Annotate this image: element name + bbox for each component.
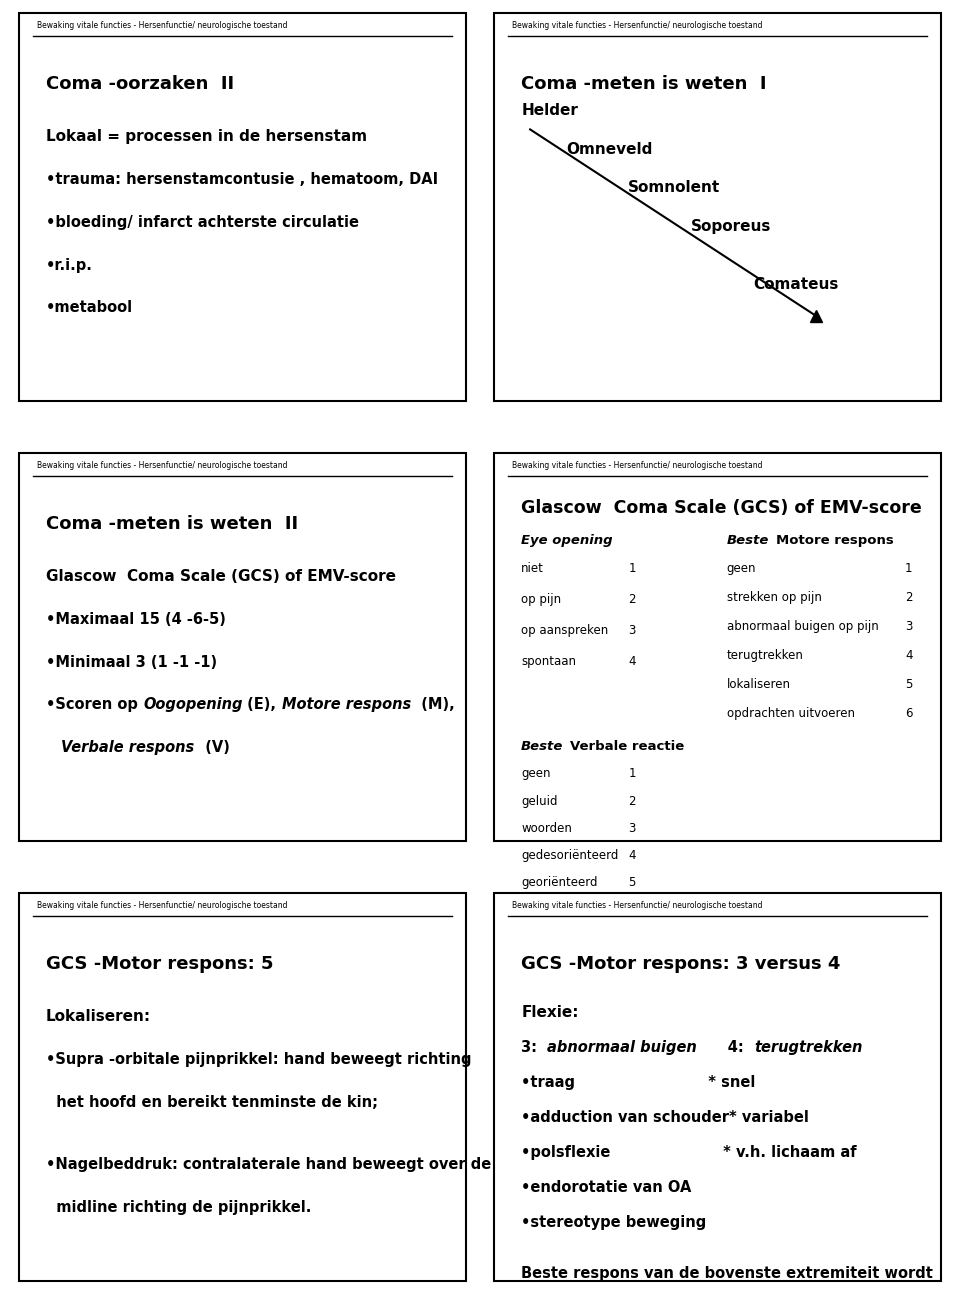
Text: 5: 5 [905,678,912,691]
Text: 2: 2 [628,593,636,606]
Text: terugtrekken: terugtrekken [727,650,804,663]
Text: strekken op pijn: strekken op pijn [727,590,822,604]
Text: geluid: geluid [521,795,558,807]
Text: Bewaking vitale functies - Hersenfunctie/ neurologische toestand: Bewaking vitale functies - Hersenfunctie… [37,22,288,31]
Text: niet: niet [521,562,544,575]
Text: •bloeding/ infarct achterste circulatie: •bloeding/ infarct achterste circulatie [46,215,359,230]
Text: •trauma: hersenstamcontusie , hematoom, DAI: •trauma: hersenstamcontusie , hematoom, … [46,172,438,188]
FancyBboxPatch shape [19,13,466,401]
Text: het hoofd en bereikt tenminste de kin;: het hoofd en bereikt tenminste de kin; [46,1095,378,1110]
Text: GCS -Motor respons: 5: GCS -Motor respons: 5 [46,955,274,973]
Text: Somnolent: Somnolent [628,180,721,195]
Text: 6: 6 [905,707,913,721]
Text: Soporeus: Soporeus [691,219,771,234]
Text: •adduction van schouder* variabel: •adduction van schouder* variabel [521,1110,809,1126]
Text: Verbale respons: Verbale respons [61,740,195,756]
FancyBboxPatch shape [494,13,941,401]
Text: Lokaal = processen in de hersenstam: Lokaal = processen in de hersenstam [46,129,367,145]
Text: •metabool: •metabool [46,300,133,316]
Text: 1: 1 [905,562,913,575]
Text: •endorotatie van OA: •endorotatie van OA [521,1180,691,1196]
Text: •traag                          * snel: •traag * snel [521,1075,756,1091]
Text: gedesoriënteerd: gedesoriënteerd [521,849,618,862]
Text: op pijn: op pijn [521,593,562,606]
Text: woorden: woorden [521,822,572,835]
FancyBboxPatch shape [494,453,941,841]
Text: 2: 2 [628,795,636,807]
Text: Lokaliseren:: Lokaliseren: [46,1009,151,1025]
Text: 4: 4 [628,655,636,668]
Text: 4: 4 [905,650,913,663]
Text: Oogopening: Oogopening [143,697,243,713]
Text: Coma -meten is weten  II: Coma -meten is weten II [46,515,299,533]
Text: Helder: Helder [521,102,578,118]
Text: •stereotype beweging: •stereotype beweging [521,1215,707,1231]
Text: op aanspreken: op aanspreken [521,624,609,637]
Text: (M),: (M), [411,697,455,713]
FancyBboxPatch shape [494,893,941,1281]
Text: geen: geen [727,562,756,575]
Text: 3: 3 [628,822,636,835]
Text: Motore respons: Motore respons [776,534,894,547]
Text: •Scoren op: •Scoren op [46,697,143,713]
Text: 3: 3 [905,620,912,633]
Text: GCS -Motor respons: 3 versus 4: GCS -Motor respons: 3 versus 4 [521,955,841,973]
Text: Glascow  Coma Scale (GCS) of EMV-score: Glascow Coma Scale (GCS) of EMV-score [46,569,396,585]
Text: abnormaal buigen op pijn: abnormaal buigen op pijn [727,620,878,633]
Text: •r.i.p.: •r.i.p. [46,258,93,273]
Text: Bewaking vitale functies - Hersenfunctie/ neurologische toestand: Bewaking vitale functies - Hersenfunctie… [513,902,763,911]
Text: 4: 4 [628,849,636,862]
Text: Motore respons: Motore respons [281,697,411,713]
Text: 1: 1 [628,767,636,780]
Text: •Supra -orbitale pijnprikkel: hand beweegt richting: •Supra -orbitale pijnprikkel: hand bewee… [46,1052,471,1068]
Text: 3: 3 [628,624,636,637]
Text: Bewaking vitale functies - Hersenfunctie/ neurologische toestand: Bewaking vitale functies - Hersenfunctie… [37,902,288,911]
Text: 4:: 4: [697,1040,755,1056]
Text: Comateus: Comateus [754,277,839,292]
Text: Bewaking vitale functies - Hersenfunctie/ neurologische toestand: Bewaking vitale functies - Hersenfunctie… [37,462,288,471]
Text: Verbale reactie: Verbale reactie [570,740,684,753]
Text: Flexie:: Flexie: [521,1005,579,1021]
FancyBboxPatch shape [19,893,466,1281]
Text: Eye opening: Eye opening [521,534,612,547]
Text: Beste: Beste [521,740,564,753]
Text: (V): (V) [195,740,229,756]
Text: •polsflexie                      * v.h. lichaam af: •polsflexie * v.h. lichaam af [521,1145,857,1161]
Text: abnormaal buigen: abnormaal buigen [547,1040,697,1056]
Text: Beste respons van de bovenste extremiteit wordt: Beste respons van de bovenste extremitei… [521,1266,933,1281]
Text: Bewaking vitale functies - Hersenfunctie/ neurologische toestand: Bewaking vitale functies - Hersenfunctie… [513,462,763,471]
Text: geen: geen [521,767,551,780]
Text: Coma -meten is weten  I: Coma -meten is weten I [521,75,767,93]
Text: terugtrekken: terugtrekken [755,1040,862,1056]
Text: •Minimaal 3 (1 -1 -1): •Minimaal 3 (1 -1 -1) [46,655,217,670]
FancyBboxPatch shape [19,453,466,841]
Text: •Nagelbeddruk: contralaterale hand beweegt over de: •Nagelbeddruk: contralaterale hand bewee… [46,1157,492,1172]
Text: lokaliseren: lokaliseren [727,678,790,691]
Text: opdrachten uitvoeren: opdrachten uitvoeren [727,707,854,721]
Text: Coma -oorzaken  II: Coma -oorzaken II [46,75,234,93]
Text: Glascow  Coma Scale (GCS) of EMV-score: Glascow Coma Scale (GCS) of EMV-score [521,499,922,518]
Text: Bewaking vitale functies - Hersenfunctie/ neurologische toestand: Bewaking vitale functies - Hersenfunctie… [513,22,763,31]
Text: 1: 1 [628,562,636,575]
Text: •Maximaal 15 (4 -6‑5): •Maximaal 15 (4 -6‑5) [46,612,226,628]
Text: Beste: Beste [727,534,769,547]
Text: 3:: 3: [521,1040,547,1056]
Text: midline richting de pijnprikkel.: midline richting de pijnprikkel. [46,1200,311,1215]
Text: Omneveld: Omneveld [565,141,652,157]
Text: 2: 2 [905,590,913,604]
Text: (E),: (E), [243,697,281,713]
Text: spontaan: spontaan [521,655,576,668]
Text: georiënteerd: georiënteerd [521,876,598,889]
Text: 5: 5 [628,876,636,889]
